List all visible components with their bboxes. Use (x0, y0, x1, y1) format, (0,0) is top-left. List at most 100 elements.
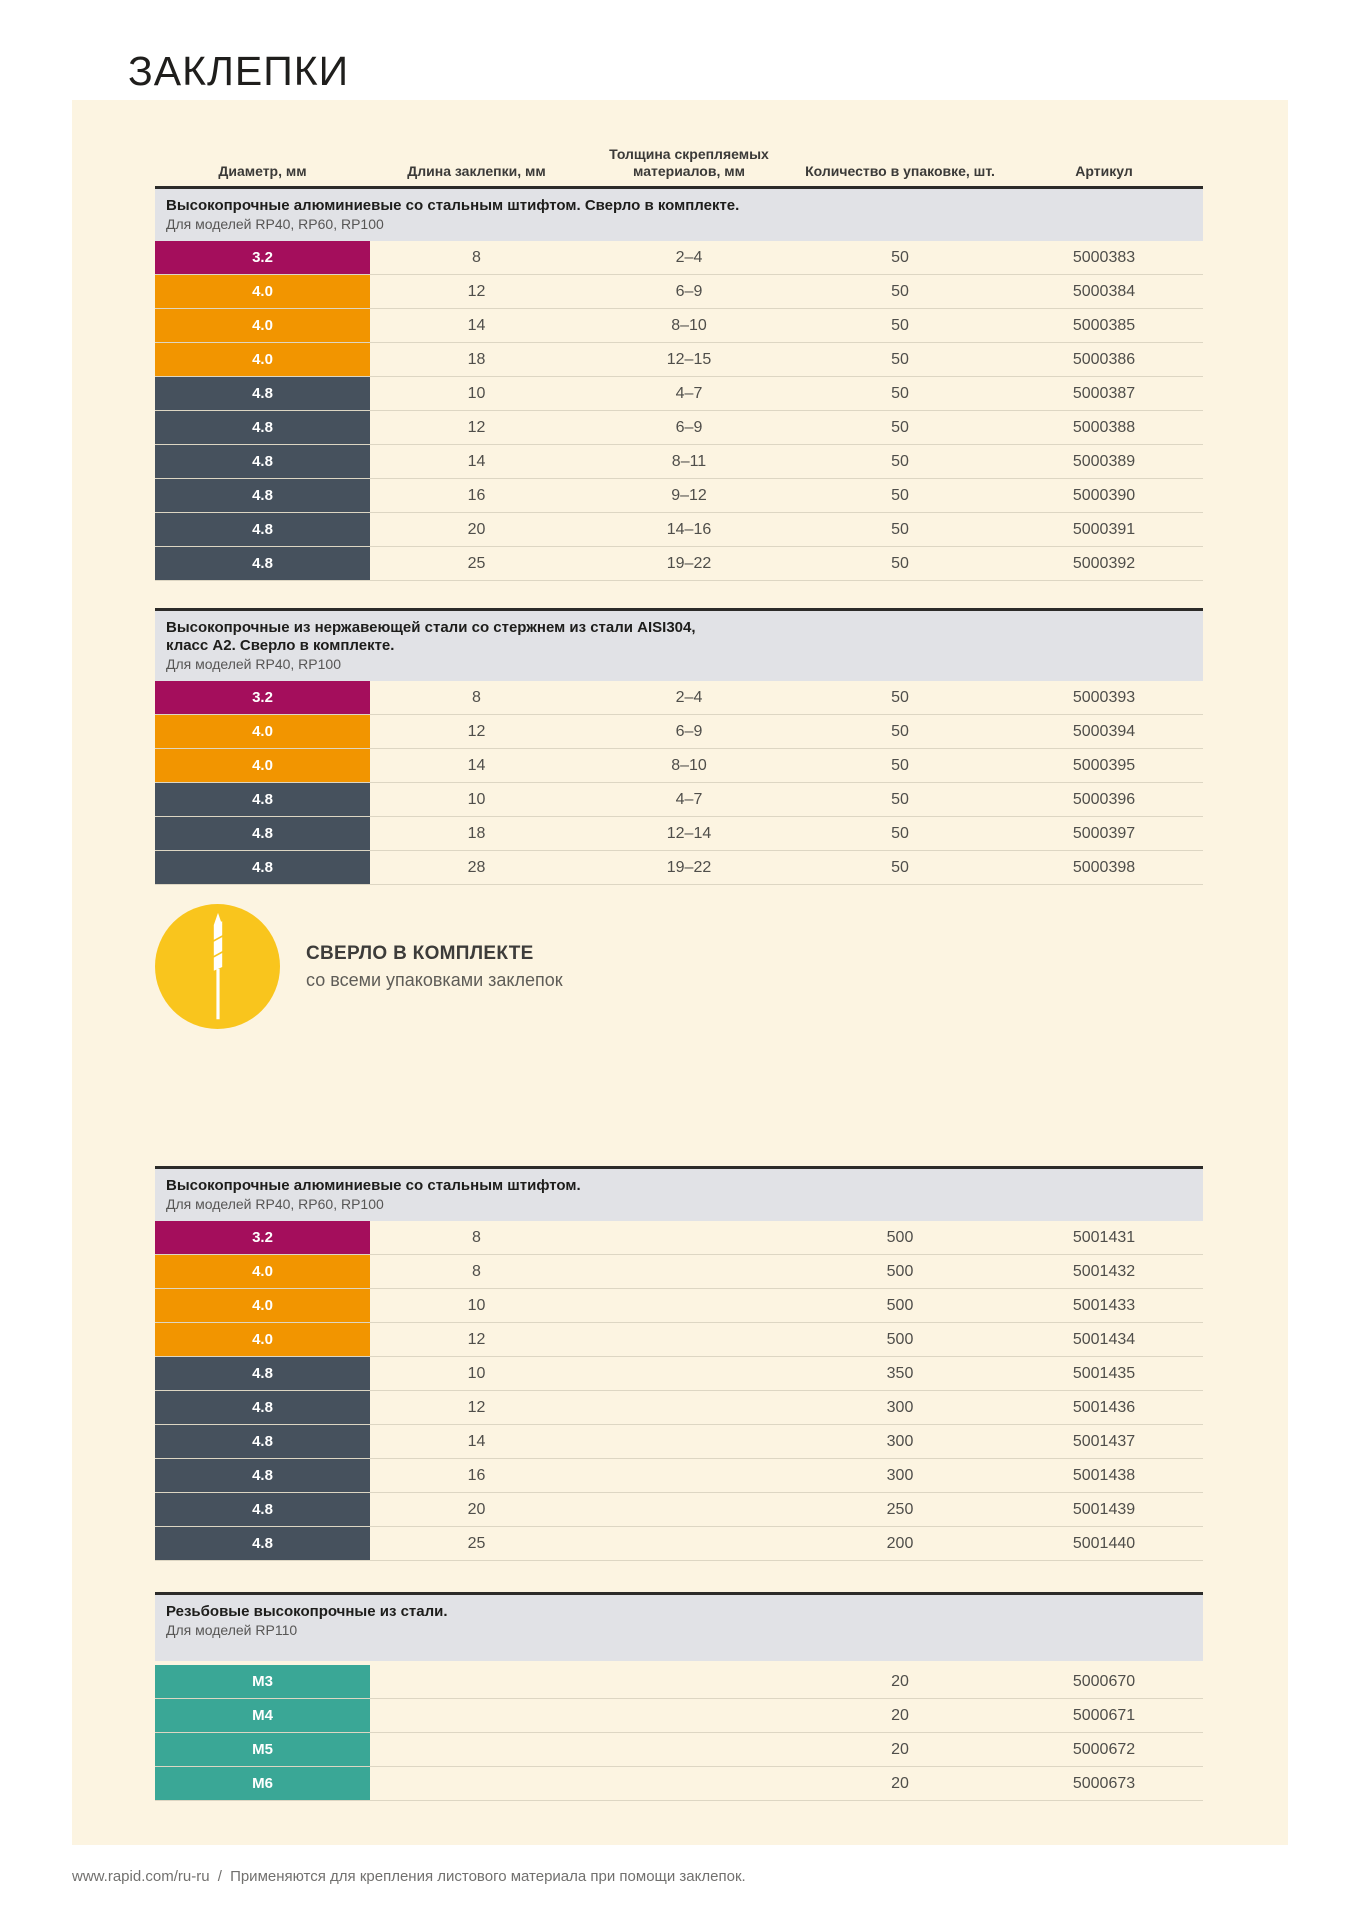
diameter-cell: 4.8 (155, 783, 370, 816)
quantity-cell: 50 (891, 418, 909, 436)
diameter-cell: 4.8 (155, 1357, 370, 1390)
article-cell: 5000388 (1072, 418, 1136, 436)
table-row: 4.8 18 12–14 50 5000397 (155, 817, 1203, 851)
thickness-cell (583, 1527, 795, 1560)
quantity-cell: 500 (886, 1228, 914, 1246)
diameter-cell: 3.2 (155, 1221, 370, 1254)
length-cell: 14 (467, 452, 486, 470)
thickness-cell: 6–9 (675, 282, 703, 300)
table-row: 4.0 12 6–9 50 5000384 (155, 275, 1203, 309)
column-header-thickness: Толщина скрепляемых материалов, мм (609, 146, 769, 179)
table-row: 4.0 8 500 5001432 (155, 1255, 1203, 1289)
thickness-cell (583, 1221, 795, 1254)
table-row: M4 20 5000671 (155, 1699, 1203, 1733)
quantity-cell: 50 (891, 520, 909, 538)
thickness-cell (583, 1289, 795, 1322)
table-row: 4.0 14 8–10 50 5000395 (155, 749, 1203, 783)
diameter-cell: 4.8 (155, 1425, 370, 1458)
length-cell: 8 (472, 1228, 481, 1246)
diameter-cell: M6 (155, 1767, 370, 1800)
length-cell: 8 (472, 248, 481, 266)
length-cell: 8 (472, 1262, 481, 1280)
section-subtitle: Для моделей RP40, RP60, RP100 (166, 1196, 384, 1212)
table-row: 4.8 14 8–11 50 5000389 (155, 445, 1203, 479)
article-cell: 5001431 (1072, 1228, 1136, 1246)
quantity-cell: 500 (886, 1330, 914, 1348)
quantity-cell: 20 (891, 1672, 909, 1690)
thickness-cell: 14–16 (666, 520, 712, 538)
footer-divider: / (217, 1868, 222, 1885)
section-title: Высокопрочные алюминиевые со стальным шт… (166, 197, 740, 214)
length-cell: 10 (467, 1296, 486, 1314)
article-cell: 5000672 (1072, 1740, 1136, 1758)
diameter-cell: 4.0 (155, 1255, 370, 1288)
length-cell (370, 1665, 583, 1698)
table-row: 4.8 12 300 5001436 (155, 1391, 1203, 1425)
diameter-cell: 4.8 (155, 377, 370, 410)
quantity-cell: 20 (891, 1774, 909, 1792)
thickness-cell (583, 1255, 795, 1288)
quantity-cell: 500 (886, 1296, 914, 1314)
table-row: 4.8 28 19–22 50 5000398 (155, 851, 1203, 885)
thickness-cell: 19–22 (666, 858, 712, 876)
length-cell: 12 (467, 282, 486, 300)
tables-bottom: Высокопрочные алюминиевые со стальным шт… (155, 1166, 1203, 1801)
diameter-cell: 4.8 (155, 445, 370, 478)
table-row: 4.8 14 300 5001437 (155, 1425, 1203, 1459)
diameter-cell: 4.0 (155, 343, 370, 376)
thickness-cell (583, 1391, 795, 1424)
length-cell: 28 (467, 858, 486, 876)
quantity-cell: 50 (891, 248, 909, 266)
article-cell: 5001436 (1072, 1398, 1136, 1416)
thickness-cell: 4–7 (675, 384, 703, 402)
diameter-cell: 4.0 (155, 309, 370, 342)
diameter-cell: 4.8 (155, 817, 370, 850)
table-row: 3.2 8 2–4 50 5000393 (155, 681, 1203, 715)
quantity-cell: 50 (891, 350, 909, 368)
section-title: Высокопрочные алюминиевые со стальным шт… (166, 1177, 581, 1194)
article-cell: 5000390 (1072, 486, 1136, 504)
article-cell: 5001437 (1072, 1432, 1136, 1450)
thickness-cell: 2–4 (675, 688, 703, 706)
table-row: 4.0 18 12–15 50 5000386 (155, 343, 1203, 377)
quantity-cell: 50 (891, 554, 909, 572)
diameter-cell: 3.2 (155, 241, 370, 274)
table-row: 4.0 10 500 5001433 (155, 1289, 1203, 1323)
section-header: Высокопрочные из нержавеющей стали со ст… (155, 611, 1203, 681)
quantity-cell: 50 (891, 688, 909, 706)
section-subtitle: Для моделей RP40, RP100 (166, 656, 341, 672)
table-row: 4.0 12 500 5001434 (155, 1323, 1203, 1357)
table-row: 4.0 12 6–9 50 5000394 (155, 715, 1203, 749)
article-cell: 5000393 (1072, 688, 1136, 706)
article-cell: 5001440 (1072, 1534, 1136, 1552)
table-row: 3.2 8 2–4 50 5000383 (155, 241, 1203, 275)
table-row: 4.8 20 250 5001439 (155, 1493, 1203, 1527)
page-footer: www.rapid.com/ru-ru / Применяются для кр… (72, 1868, 750, 1885)
article-cell: 5000392 (1072, 554, 1136, 572)
diameter-cell: 4.8 (155, 851, 370, 884)
length-cell: 20 (467, 1500, 486, 1518)
column-header-diameter: Диаметр, мм (218, 163, 307, 179)
length-cell: 14 (467, 316, 486, 334)
badge-title: СВЕРЛО В КОМПЛЕКТЕ (306, 942, 534, 964)
article-cell: 5000673 (1072, 1774, 1136, 1792)
thickness-cell (583, 1767, 795, 1800)
thickness-cell: 4–7 (675, 790, 703, 808)
table-row: 4.8 25 200 5001440 (155, 1527, 1203, 1561)
footer-url[interactable]: www.rapid.com/ru-ru (72, 1868, 210, 1885)
section-header: Высокопрочные алюминиевые со стальным шт… (155, 1169, 1203, 1221)
length-cell: 10 (467, 384, 486, 402)
length-cell (370, 1733, 583, 1766)
article-cell: 5001439 (1072, 1500, 1136, 1518)
column-header-article: Артикул (1075, 163, 1133, 179)
column-header-quantity: Количество в упаковке, шт. (805, 163, 995, 179)
diameter-cell: 4.0 (155, 1323, 370, 1356)
thickness-cell: 12–15 (666, 350, 712, 368)
table-rows: 3.2 8 500 5001431 4.0 8 500 5001432 4.0 10 500 5001… (155, 1221, 1203, 1561)
quantity-cell: 50 (891, 790, 909, 808)
length-cell: 16 (467, 486, 486, 504)
length-cell (370, 1699, 583, 1732)
quantity-cell: 300 (886, 1466, 914, 1484)
article-cell: 5000386 (1072, 350, 1136, 368)
length-cell: 20 (467, 520, 486, 538)
